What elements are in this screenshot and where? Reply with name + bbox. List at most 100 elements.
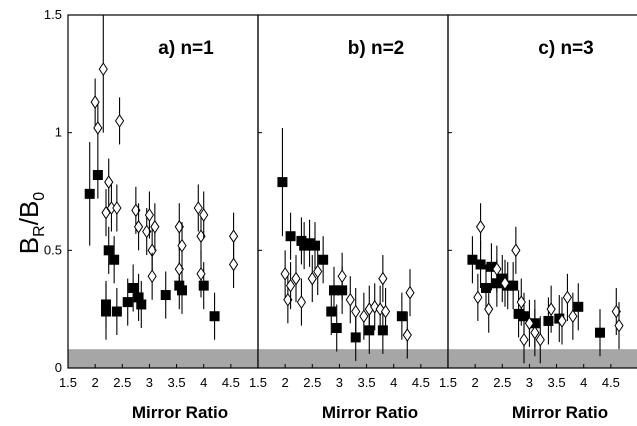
- data-point-square: [128, 282, 139, 293]
- data-point-square: [136, 299, 147, 310]
- data-point-square: [508, 280, 519, 291]
- x-tick-label: 1.5: [249, 375, 267, 390]
- data-point-diamond: [562, 290, 573, 305]
- data-point-square: [377, 325, 388, 336]
- data-point-diamond: [378, 271, 388, 286]
- x-tick-label: 3: [146, 375, 153, 390]
- data-point-square: [497, 273, 508, 284]
- x-tick-label: 3.5: [358, 375, 376, 390]
- x-tick-label: 2: [282, 375, 289, 390]
- data-point-square: [326, 306, 337, 317]
- data-point-diamond: [475, 219, 486, 234]
- data-point-diamond: [530, 325, 540, 340]
- data-point-diamond: [296, 295, 307, 310]
- x-tick-label: 3: [336, 375, 343, 390]
- y-axis-label-sub-den: 0: [31, 192, 48, 201]
- plot-frame: [447, 14, 637, 369]
- data-point-diamond: [380, 304, 391, 319]
- data-point-diamond: [228, 257, 239, 272]
- x-tick-label: 4.5: [602, 375, 620, 390]
- x-tick-label: 2.5: [493, 375, 511, 390]
- shaded-band: [448, 349, 637, 368]
- data-point-square: [329, 285, 339, 296]
- x-tick-label: 3.5: [168, 375, 186, 390]
- data-point-diamond: [524, 316, 535, 331]
- y-axis-label-main: B: [14, 237, 44, 254]
- shaded-band: [68, 349, 258, 368]
- data-point-diamond: [516, 295, 526, 310]
- data-point-square: [111, 306, 122, 317]
- data-point-diamond: [500, 276, 510, 291]
- data-point-square: [304, 238, 315, 249]
- x-tick-label: 1.5: [439, 375, 457, 390]
- data-point-diamond: [535, 332, 545, 347]
- data-point-diamond: [402, 328, 412, 342]
- data-point-square: [177, 285, 187, 296]
- data-point-diamond: [345, 292, 355, 307]
- data-point-square: [318, 254, 329, 265]
- data-point-diamond: [144, 208, 155, 222]
- data-point-square: [198, 280, 209, 291]
- data-point-diamond: [307, 271, 317, 286]
- data-point-diamond: [473, 290, 483, 305]
- data-point-square: [84, 188, 95, 199]
- x-tick-label: 2.5: [113, 375, 131, 390]
- data-point-diamond: [93, 121, 103, 135]
- data-point-diamond: [614, 318, 624, 333]
- panel-3: c) n=3 1.5 2 2.5 3 3.5 4 4.5 Mirror Ratio: [439, 14, 637, 422]
- data-point-diamond: [351, 304, 361, 319]
- x-tick-label: 4: [580, 375, 587, 390]
- data-point-square: [350, 332, 361, 343]
- data-point-square: [543, 315, 554, 326]
- data-point-square: [310, 240, 320, 251]
- shaded-band: [258, 349, 448, 368]
- y-tick-label: 0: [55, 360, 62, 375]
- x-tick-label: 1.5: [59, 375, 77, 390]
- y-tick-label: 1.5: [44, 7, 62, 22]
- data-point-diamond: [177, 238, 187, 253]
- data-point-diamond: [546, 302, 556, 317]
- x-tick-label: 4: [200, 375, 207, 390]
- panels: a) n=1 1.5 2 2.5 3 3.5 4 4.5 Mirror Ratio 0 0.5 1 1.…: [44, 7, 637, 422]
- data-point-diamond: [90, 95, 100, 109]
- data-point-square: [101, 306, 111, 317]
- x-tick-label: 4.5: [222, 375, 240, 390]
- data-point-diamond: [359, 309, 369, 324]
- data-point-diamond: [313, 264, 323, 279]
- data-point-diamond: [337, 269, 347, 284]
- data-point-diamond: [147, 269, 157, 284]
- data-point-square: [573, 301, 584, 312]
- y-axis-label-sub-num: R: [31, 225, 48, 237]
- data-point-diamond: [112, 201, 122, 215]
- x-axis-label: Mirror Ratio: [322, 403, 418, 422]
- data-point-diamond: [193, 201, 203, 215]
- panel-title: b) n=2: [348, 38, 404, 59]
- y-tick-label: 0.5: [44, 242, 62, 257]
- data-point-diamond: [492, 262, 502, 277]
- data-point-diamond: [114, 113, 125, 128]
- data-point-diamond: [228, 229, 239, 244]
- data-point-square: [109, 254, 120, 265]
- data-point-diamond: [98, 62, 108, 77]
- data-point-square: [92, 170, 103, 181]
- panel-2: b) n=2 1.5 2 2.5 3 3.5 4 4.5 Mirror Ratio: [249, 14, 449, 422]
- y-axis-label: BR/B0: [14, 192, 48, 254]
- data-point-diamond: [150, 219, 160, 234]
- data-point-diamond: [519, 332, 529, 347]
- data-point-diamond: [291, 271, 301, 286]
- data-point-square: [285, 231, 296, 242]
- data-point-square: [475, 259, 486, 270]
- data-point-square: [486, 261, 497, 272]
- data-point-diamond: [199, 208, 209, 222]
- data-point-diamond: [285, 278, 296, 293]
- data-point-square: [103, 245, 114, 256]
- x-tick-label: 3: [526, 375, 533, 390]
- data-point-diamond: [196, 266, 206, 281]
- y-tick-label: 1: [55, 125, 62, 140]
- x-tick-label: 2.5: [303, 375, 321, 390]
- panel-title: c) n=3: [538, 38, 593, 59]
- x-tick-label: 2: [92, 375, 99, 390]
- x-axis-label: Mirror Ratio: [512, 403, 608, 422]
- data-point-square: [277, 177, 288, 188]
